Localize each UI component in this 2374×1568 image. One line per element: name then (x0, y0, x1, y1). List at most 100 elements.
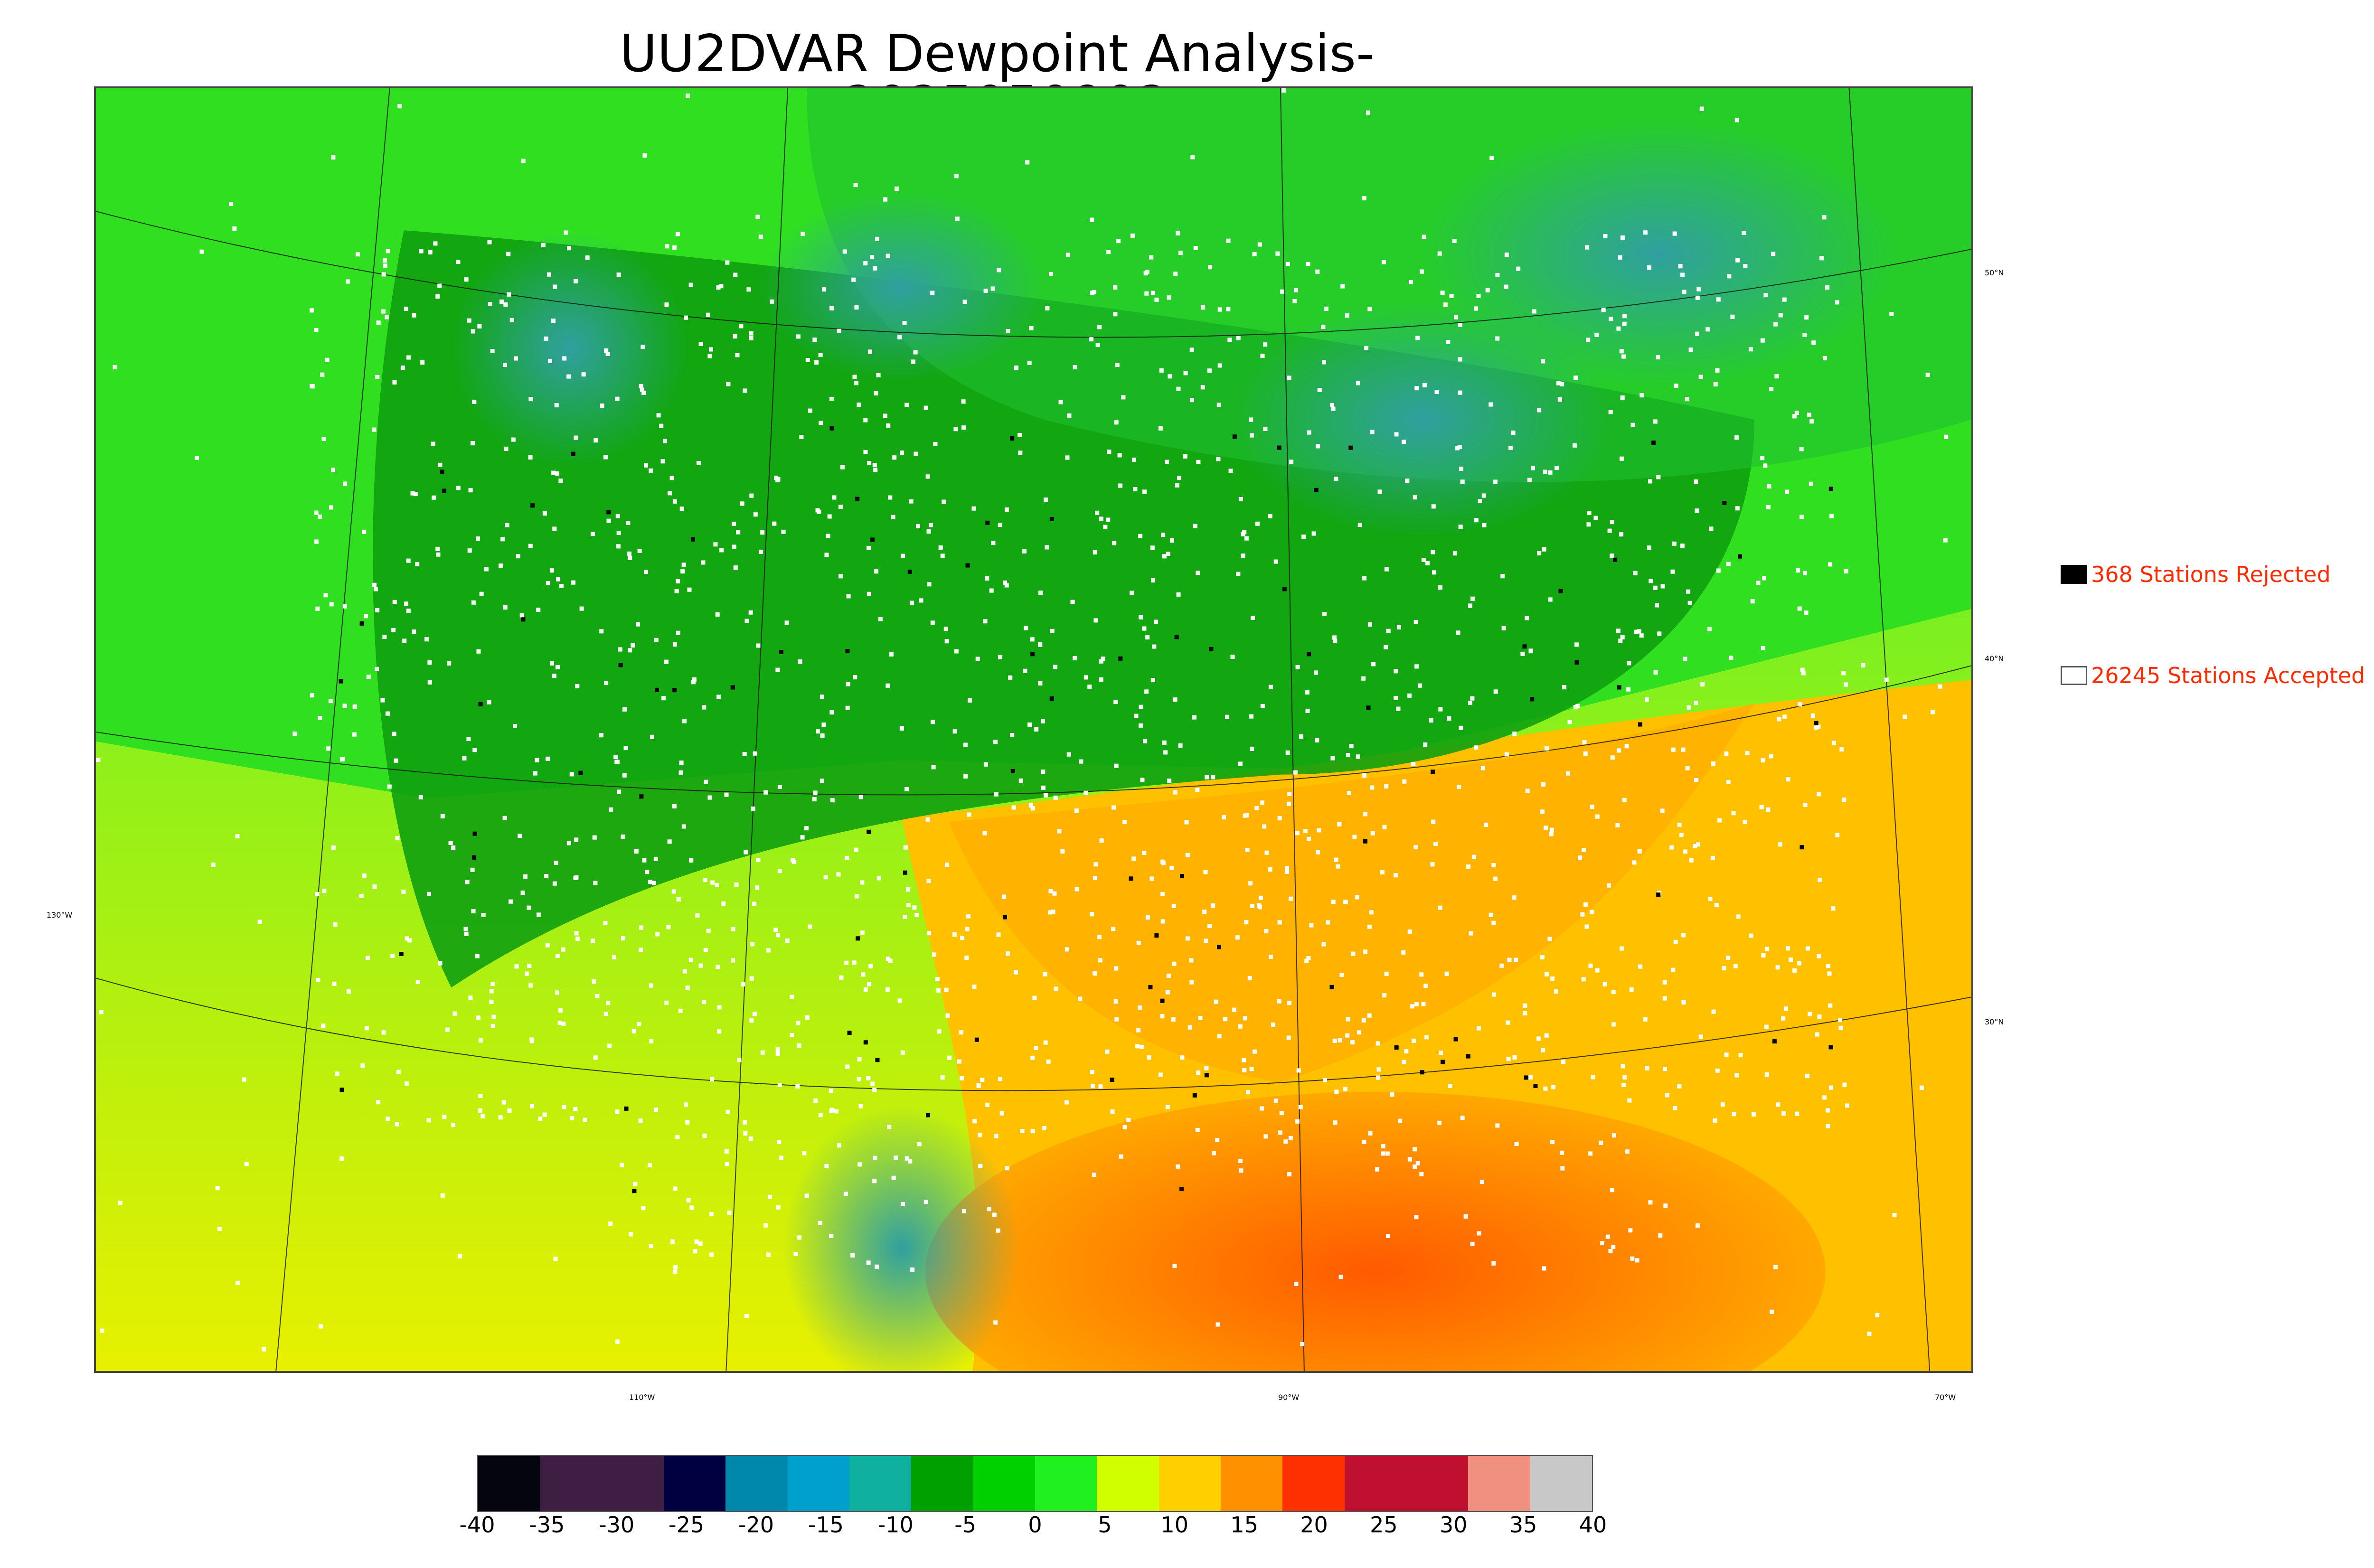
accepted-station-marker (661, 696, 666, 701)
accepted-station-marker (710, 880, 715, 885)
accepted-station-marker (925, 474, 930, 479)
accepted-station-marker (1277, 920, 1282, 925)
accepted-station-marker (1447, 716, 1451, 721)
accepted-station-marker (555, 954, 560, 958)
accepted-station-marker (931, 720, 935, 724)
accepted-station-marker (573, 279, 578, 283)
rejected-station-marker (632, 1189, 637, 1193)
accepted-station-marker (925, 817, 930, 822)
accepted-station-marker (895, 186, 899, 191)
accepted-station-marker (1413, 620, 1418, 624)
accepted-station-marker (314, 510, 319, 515)
accepted-station-marker (1381, 1151, 1385, 1156)
accepted-station-marker (1682, 290, 1686, 294)
accepted-station-marker (1439, 1051, 1443, 1055)
accepted-station-marker (581, 372, 586, 377)
accepted-station-marker (713, 542, 718, 547)
accepted-station-marker (994, 1134, 999, 1138)
accepted-station-marker (1766, 505, 1771, 509)
accepted-station-marker (1686, 589, 1691, 594)
accepted-station-marker (1146, 915, 1150, 920)
accepted-station-marker (518, 834, 522, 838)
accepted-station-marker (1289, 896, 1293, 901)
accepted-station-marker (749, 493, 754, 498)
accepted-station-marker (639, 384, 643, 388)
accepted-station-marker (1554, 989, 1558, 994)
accepted-station-marker (1279, 1111, 1284, 1116)
accepted-station-marker (1393, 873, 1398, 878)
accepted-station-marker (822, 287, 827, 292)
accepted-station-marker (814, 360, 819, 365)
accepted-station-marker (1113, 285, 1118, 290)
accepted-station-marker (990, 286, 995, 291)
accepted-station-marker (676, 897, 681, 901)
colorbar-tick-label: 35 (1509, 1512, 1537, 1538)
accepted-station-marker (451, 845, 456, 850)
accepted-station-marker (1384, 567, 1389, 572)
accepted-station-marker (1662, 1067, 1667, 1071)
accepted-station-marker (551, 470, 556, 475)
accepted-station-marker (878, 617, 883, 621)
accepted-station-marker (1176, 386, 1181, 391)
accepted-station-marker (1817, 954, 1821, 958)
accepted-station-marker (1574, 642, 1579, 647)
accepted-station-marker (1368, 1131, 1373, 1136)
accepted-station-marker (704, 779, 708, 784)
accepted-station-marker (372, 582, 377, 587)
accepted-station-marker (1838, 1018, 1843, 1023)
accepted-station-marker (1343, 900, 1348, 904)
accepted-station-marker (525, 971, 529, 976)
accepted-station-marker (1083, 675, 1088, 680)
accepted-station-marker (381, 272, 386, 277)
accepted-station-marker (866, 1076, 871, 1080)
accepted-station-marker (1030, 1055, 1035, 1060)
accepted-station-marker (1131, 457, 1136, 462)
accepted-station-marker (1542, 1266, 1546, 1271)
accepted-station-marker (692, 677, 697, 682)
accepted-station-marker (887, 1125, 892, 1129)
accepted-station-marker (960, 1076, 964, 1080)
accepted-station-marker (1541, 359, 1545, 364)
accepted-station-marker (676, 579, 680, 584)
accepted-station-marker (322, 888, 327, 893)
accepted-station-marker (1582, 847, 1586, 852)
accepted-station-marker (774, 475, 779, 480)
accepted-station-marker (1431, 504, 1436, 509)
accepted-station-marker (1550, 1140, 1554, 1145)
accepted-station-marker (902, 321, 907, 326)
accepted-station-marker (1431, 819, 1436, 824)
accepted-station-marker (1362, 196, 1366, 201)
accepted-station-marker (1048, 910, 1053, 915)
rejected-station-marker (1466, 1054, 1470, 1059)
accepted-station-marker (1749, 933, 1753, 938)
accepted-station-marker (1801, 671, 1806, 676)
accepted-station-marker (1138, 1005, 1142, 1010)
accepted-station-marker (1414, 386, 1419, 391)
accepted-station-marker (1339, 973, 1344, 977)
accepted-station-marker (1032, 995, 1037, 1000)
accepted-station-marker (1375, 1041, 1380, 1046)
accepted-station-marker (1144, 689, 1149, 694)
accepted-station-marker (1608, 410, 1613, 414)
accepted-station-marker (1099, 659, 1103, 664)
accepted-station-marker (328, 699, 333, 704)
accepted-station-marker (1644, 697, 1649, 702)
accepted-station-marker (1268, 867, 1272, 872)
accepted-station-marker (1842, 798, 1846, 802)
accepted-station-marker (1038, 642, 1043, 647)
accepted-station-marker (1038, 591, 1043, 595)
accepted-station-marker (874, 569, 879, 574)
latitude-label-50: 50°N (1985, 268, 2004, 277)
accepted-station-marker (886, 683, 890, 688)
accepted-station-marker (1466, 864, 1471, 869)
accepted-station-marker (1766, 807, 1771, 812)
rejected-station-marker (1524, 1075, 1528, 1080)
accepted-station-marker (1591, 1075, 1595, 1080)
accepted-station-marker (574, 435, 578, 440)
accepted-station-marker (985, 576, 989, 581)
colorbar-tick-label: 10 (1160, 1512, 1189, 1538)
accepted-station-marker (1366, 110, 1370, 115)
accepted-station-marker (1217, 307, 1222, 312)
accepted-station-marker (777, 1082, 782, 1087)
accepted-station-marker (562, 356, 567, 361)
